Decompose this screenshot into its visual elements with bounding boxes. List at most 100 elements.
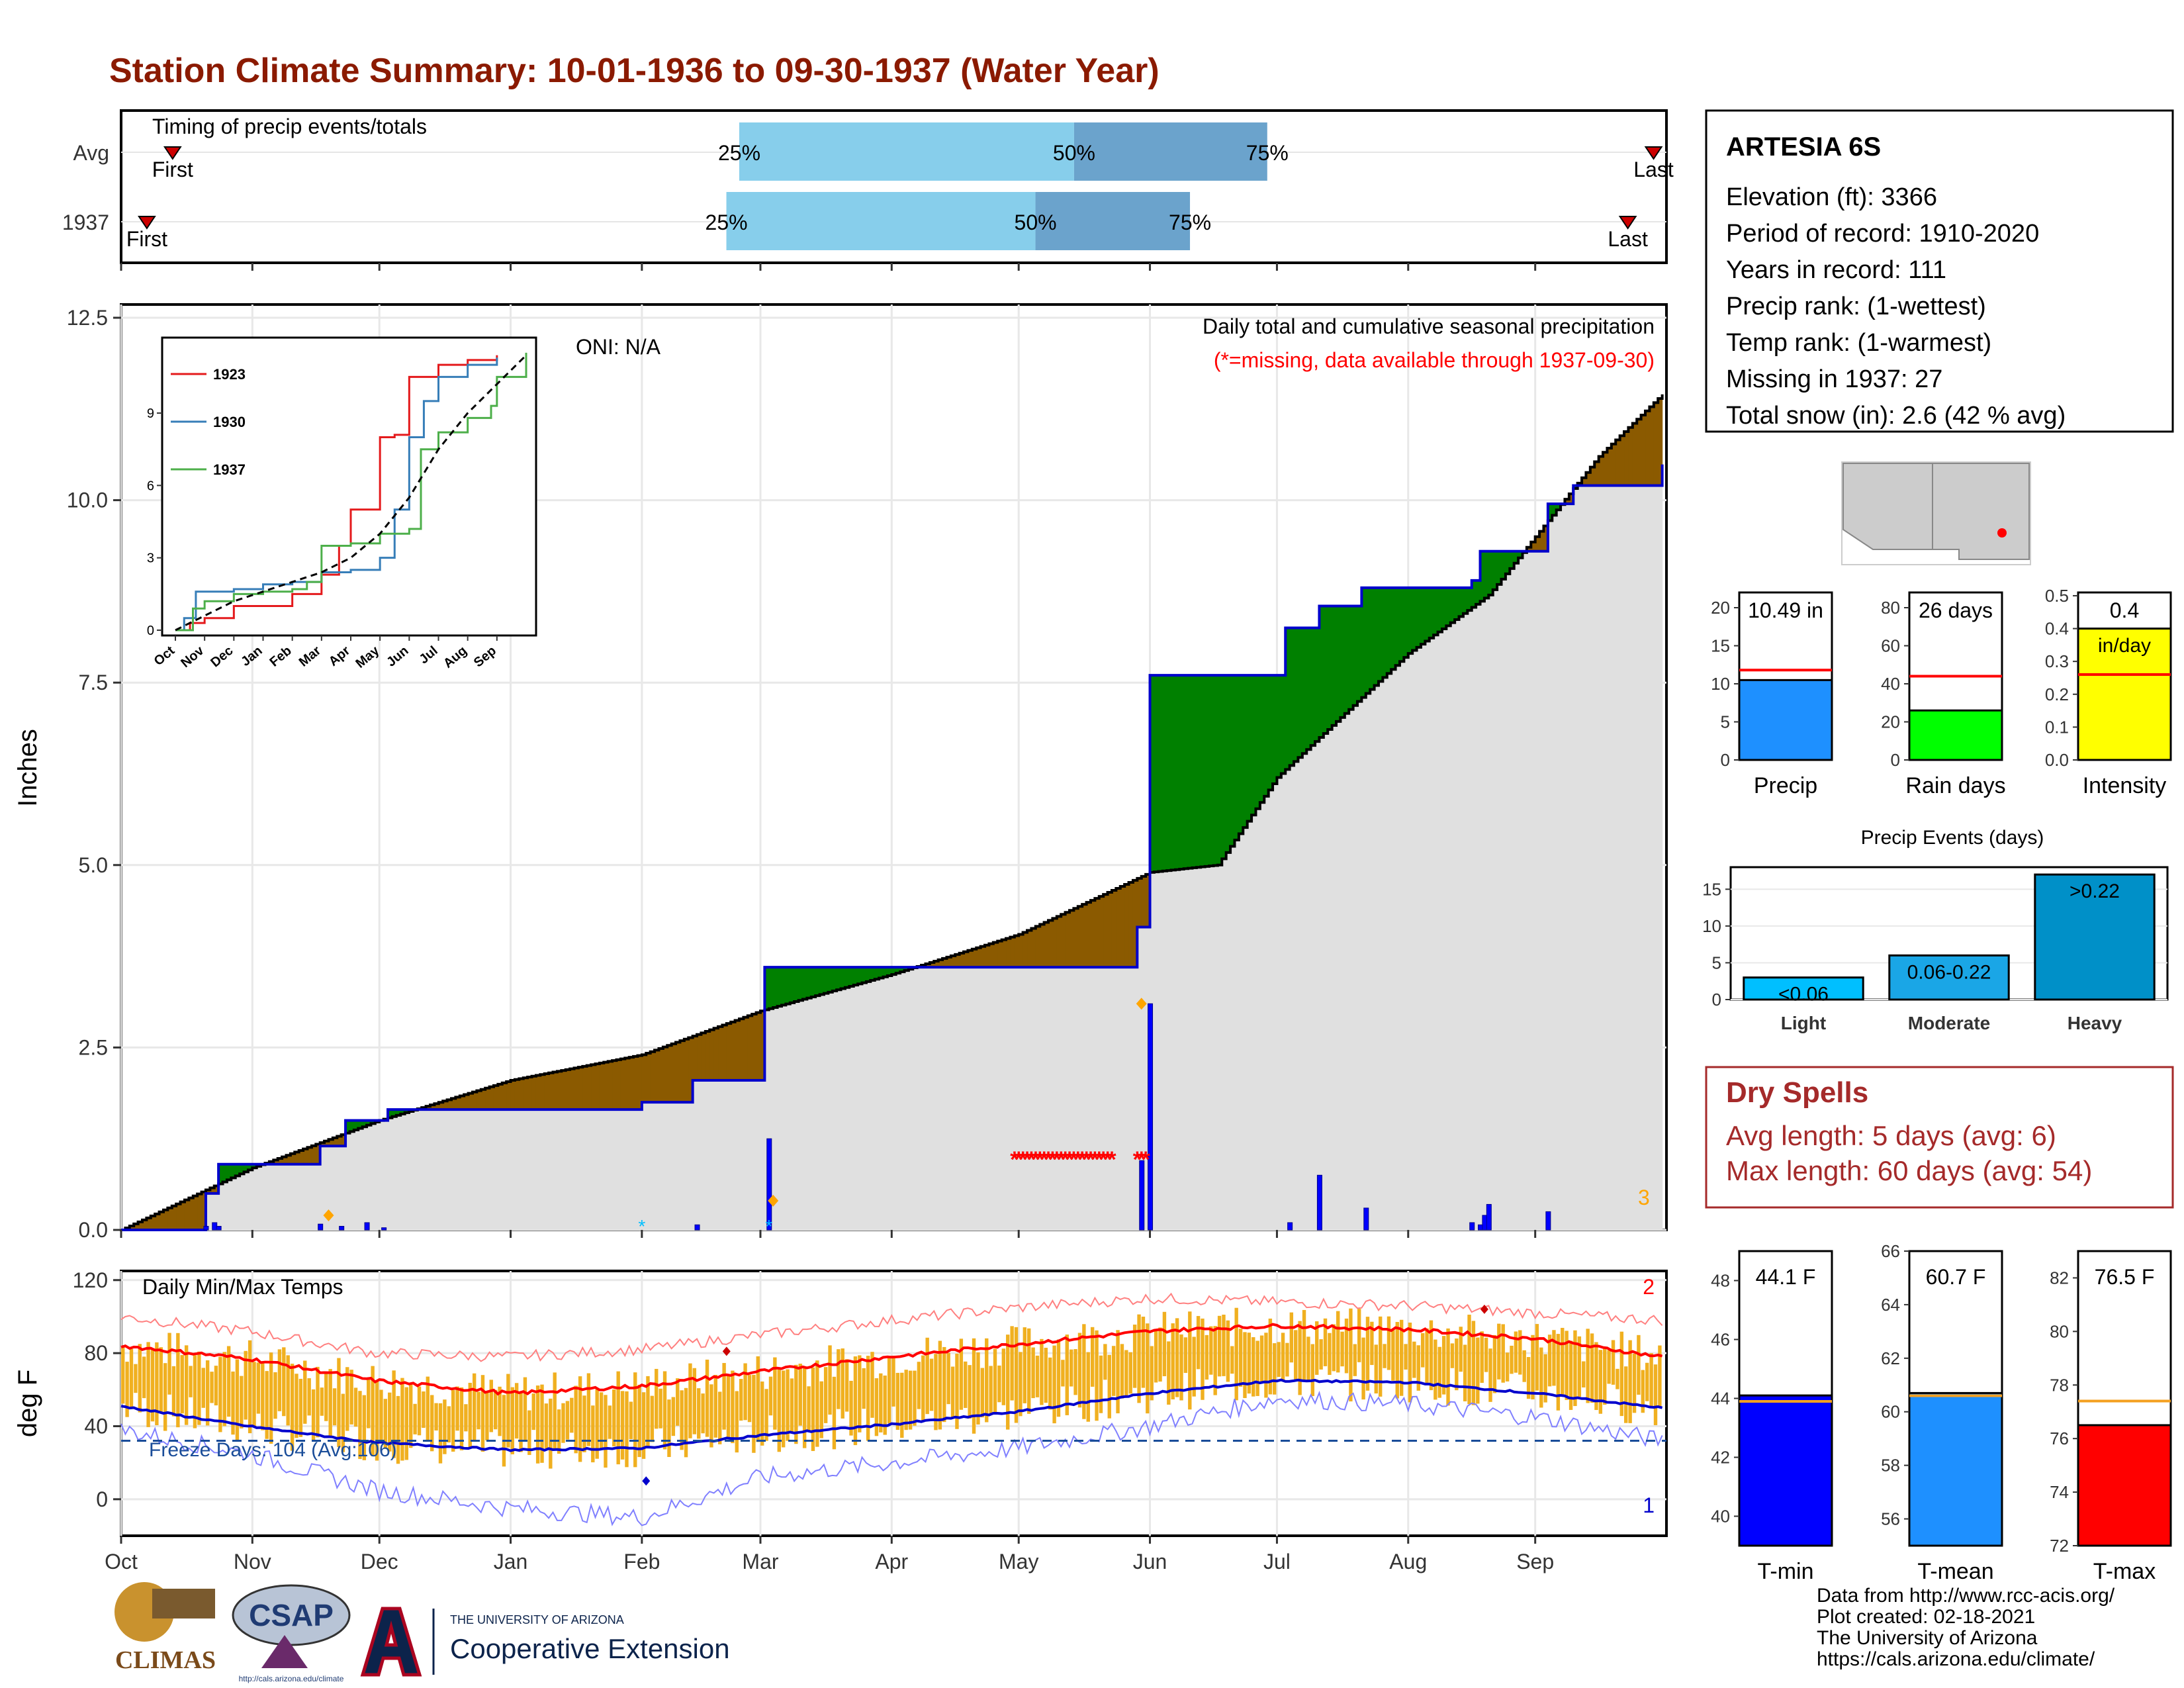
cumulative-base-fill xyxy=(244,1172,249,1230)
daily-temp-bar xyxy=(1323,1318,1328,1366)
first-label: First xyxy=(126,227,167,251)
surplus-fill xyxy=(1459,587,1464,617)
summary-bar xyxy=(1908,709,2003,761)
surplus-fill xyxy=(1319,606,1324,738)
record-marker xyxy=(323,1209,334,1221)
daily-temp-bar xyxy=(1040,1338,1044,1405)
surplus-fill xyxy=(1412,587,1418,651)
cumulative-base-fill xyxy=(1531,551,1536,1230)
deficit-fill xyxy=(277,1158,283,1164)
daily-temp-bar xyxy=(1162,1311,1167,1377)
deficit-fill xyxy=(150,1215,156,1230)
daily-temp-bar xyxy=(1641,1370,1645,1413)
temp-panel: Daily Min/Max Temps Freeze Days: 104 (Av… xyxy=(13,1268,1668,1537)
cumulative-base-fill xyxy=(1298,757,1303,1230)
deficit-fill xyxy=(1637,419,1642,486)
daily-temp-bar xyxy=(277,1349,282,1411)
surplus-fill xyxy=(1344,606,1349,714)
daily-temp-bar xyxy=(159,1347,163,1413)
daily-temp-bar xyxy=(1535,1324,1539,1391)
station-info-line: Missing in 1937: 27 xyxy=(1726,365,1942,393)
cumulative-base-fill xyxy=(1628,485,1633,1230)
daily-temp-bar xyxy=(807,1386,811,1432)
missing-marker: * xyxy=(1027,1147,1036,1172)
ua-a-mark xyxy=(360,1607,422,1677)
cumulative-base-fill xyxy=(709,1080,715,1230)
deficit-fill xyxy=(650,1051,655,1103)
cumulative-base-fill xyxy=(929,967,934,1230)
deficit-fill xyxy=(671,1043,676,1103)
surplus-fill xyxy=(1192,675,1197,868)
daily-temp-bar xyxy=(290,1364,295,1451)
daily-temp-bar xyxy=(1183,1337,1188,1374)
cumulative-base-fill xyxy=(502,1109,507,1230)
cumulative-base-fill xyxy=(1433,635,1439,1230)
surplus-fill xyxy=(1365,587,1371,694)
cumulative-base-fill xyxy=(1268,790,1273,1230)
surplus-fill xyxy=(1349,606,1354,710)
surplus-fill xyxy=(1294,628,1299,762)
daily-temp-bar xyxy=(811,1367,815,1451)
daily-temp-bar xyxy=(1598,1350,1603,1414)
daily-temp-bar xyxy=(731,1370,735,1444)
surplus-fill xyxy=(353,1120,359,1130)
temp-summary-value-label: 60.7 F xyxy=(1926,1265,1986,1289)
deficit-fill xyxy=(1077,906,1083,968)
cumulative-base-fill xyxy=(1319,737,1324,1230)
credits: Data from http://www.rcc-acis.org/Plot c… xyxy=(1817,1585,2115,1670)
surplus-fill xyxy=(786,967,791,1004)
cumulative-base-fill xyxy=(1120,967,1125,1230)
cumulative-base-fill xyxy=(879,978,884,1230)
daily-temp-bar xyxy=(908,1370,913,1430)
daily-temp-bar xyxy=(950,1366,955,1419)
locator-map xyxy=(1841,461,2031,565)
surplus-fill xyxy=(1273,675,1278,784)
deficit-fill xyxy=(934,961,939,968)
daily-temp-bar xyxy=(349,1370,353,1425)
deficit-fill xyxy=(1069,910,1074,968)
daily-temp-bar xyxy=(1044,1348,1048,1403)
cumulative-base-fill xyxy=(438,1109,443,1230)
cumulative-base-fill xyxy=(1137,927,1142,1230)
daily-temp-bar xyxy=(1619,1331,1624,1417)
daily-temp-bar xyxy=(709,1384,713,1448)
station-info-line: Years in record: 111 xyxy=(1726,256,1946,284)
surplus-fill xyxy=(1332,606,1337,726)
deficit-fill xyxy=(1645,410,1651,486)
last-event-marker xyxy=(1618,216,1637,230)
missing-marker: * xyxy=(1048,1147,1058,1172)
daily-temp-bar xyxy=(1209,1326,1213,1375)
daily-temp-bar xyxy=(316,1366,320,1438)
cumulative-base-fill xyxy=(1569,504,1574,1230)
deficit-fill xyxy=(1065,912,1070,968)
daily-temp-bar xyxy=(692,1368,697,1434)
daily-temp-bar xyxy=(1387,1316,1391,1370)
daily-temp-bar xyxy=(1090,1327,1095,1387)
cumulative-base-fill xyxy=(1624,485,1629,1230)
cumulative-base-fill xyxy=(295,1164,300,1230)
inset-ytick-label: 9 xyxy=(147,406,154,421)
temp-summary-bars: 40 42 44 46 48 44.1 F T-min 56 58 60 62 64 66 60.7 F T… xyxy=(1711,1241,2172,1584)
missing-marker: * xyxy=(1107,1147,1116,1172)
cumulative-base-fill xyxy=(1044,967,1049,1230)
deficit-fill xyxy=(1052,918,1058,968)
cumulative-base-fill xyxy=(371,1123,376,1230)
missing-marker: * xyxy=(1019,1147,1028,1172)
daily-temp-bar xyxy=(608,1405,612,1439)
daily-temp-bar xyxy=(1010,1326,1014,1401)
daily-temp-bar xyxy=(485,1391,489,1440)
surplus-fill xyxy=(1179,675,1185,870)
daily-temp-bar xyxy=(125,1362,129,1417)
cumulative-base-fill xyxy=(396,1115,401,1230)
daily-temp-bar xyxy=(701,1393,705,1434)
cumulative-base-fill xyxy=(760,1080,765,1230)
cumulative-base-fill xyxy=(934,967,939,1230)
cumulative-base-fill xyxy=(430,1109,435,1230)
daily-temp-bar xyxy=(1594,1342,1598,1411)
surplus-fill xyxy=(844,967,850,988)
deficit-fill xyxy=(972,949,977,968)
surplus-fill xyxy=(1162,675,1167,871)
deficit-fill xyxy=(506,1081,512,1110)
obs-cumulative-line xyxy=(121,464,1664,1231)
